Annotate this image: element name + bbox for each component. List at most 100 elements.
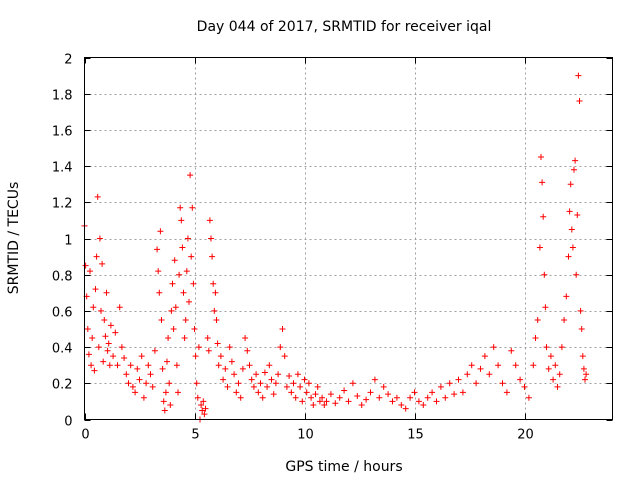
data-point [176, 271, 183, 278]
data-point [455, 376, 462, 383]
data-point [167, 402, 174, 409]
data-point [558, 344, 565, 351]
data-point [82, 262, 89, 269]
data-point [538, 154, 544, 161]
data-point [206, 217, 213, 224]
data-point [190, 280, 197, 287]
data-point [569, 244, 576, 251]
data-point [547, 353, 554, 360]
data-point [248, 376, 255, 383]
data-point [272, 380, 279, 387]
data-point [103, 289, 110, 296]
data-point [420, 402, 427, 409]
data-point [327, 391, 334, 398]
data-point [246, 362, 253, 369]
data-point [301, 376, 308, 383]
data-point [132, 389, 139, 396]
data-point [310, 402, 317, 409]
data-point [181, 335, 188, 342]
x-tick-label: 0 [81, 428, 89, 443]
data-point [437, 383, 444, 390]
y-tick-labels: 0 0.2 0.4 0.6 0.8 1 1.2 1.4 1.6 1.8 2 [52, 53, 73, 430]
plot-frame [84, 57, 613, 420]
data-point [99, 260, 106, 267]
data-point [161, 407, 168, 414]
data-point [129, 383, 136, 390]
data-point [540, 213, 547, 220]
data-points [81, 72, 590, 423]
data-point [354, 392, 361, 399]
data-point [191, 326, 198, 332]
y-tick-label: 0 [64, 415, 72, 430]
data-point [154, 246, 161, 253]
data-point [179, 244, 186, 251]
data-point [563, 293, 570, 300]
data-point [114, 362, 121, 369]
data-point [183, 268, 190, 275]
data-point [261, 369, 268, 376]
y-tick-label: 1.2 [52, 197, 73, 212]
data-point [277, 344, 284, 351]
y-tick-label: 0.4 [52, 342, 73, 357]
data-point [376, 394, 383, 401]
data-point [550, 376, 557, 383]
data-point [530, 362, 537, 369]
grid-lines [84, 57, 613, 420]
data-point [166, 380, 173, 387]
data-point [393, 394, 400, 401]
y-tick-label: 1 [64, 234, 72, 249]
data-point [464, 371, 471, 378]
y-tick-label: 1.6 [52, 125, 73, 140]
data-point [104, 347, 111, 354]
data-point [568, 226, 575, 233]
data-point [358, 402, 365, 409]
data-point [275, 371, 282, 378]
data-point [127, 362, 134, 369]
data-point [407, 394, 414, 401]
data-point [155, 268, 162, 275]
data-point [433, 398, 440, 405]
data-point [160, 398, 167, 405]
data-point [214, 340, 221, 347]
data-point [215, 362, 222, 369]
x-tick-labels: 0 5 10 15 20 [81, 428, 533, 443]
data-point [204, 335, 211, 342]
data-point [567, 181, 574, 188]
data-point [303, 389, 310, 396]
y-tick-label: 2 [64, 53, 72, 68]
data-point [173, 362, 180, 369]
data-point [116, 304, 123, 311]
data-point [532, 335, 539, 342]
data-point [170, 326, 177, 332]
y-tick-label: 0.2 [52, 378, 73, 393]
data-point [88, 362, 95, 369]
data-point [336, 394, 343, 401]
data-point [193, 380, 200, 387]
data-point [424, 394, 431, 401]
data-point [345, 398, 352, 405]
data-point [580, 365, 587, 372]
data-point [233, 389, 240, 396]
data-point [217, 353, 224, 360]
data-point [211, 307, 218, 314]
data-point [545, 365, 552, 372]
x-axis-label: GPS time / hours [285, 459, 402, 475]
data-point [415, 398, 422, 405]
data-point [536, 244, 543, 251]
y-tick-label: 0.6 [52, 306, 73, 321]
data-point [499, 380, 506, 387]
data-point [556, 371, 563, 378]
data-point [187, 172, 194, 179]
data-point [242, 335, 249, 342]
data-point [578, 326, 585, 332]
data-point [402, 405, 409, 412]
data-point [316, 398, 323, 405]
data-point [228, 358, 235, 365]
data-point [209, 253, 216, 260]
data-point [182, 316, 189, 323]
data-point [367, 389, 374, 396]
data-point [576, 97, 583, 104]
data-point [442, 394, 449, 401]
data-point [156, 289, 163, 296]
